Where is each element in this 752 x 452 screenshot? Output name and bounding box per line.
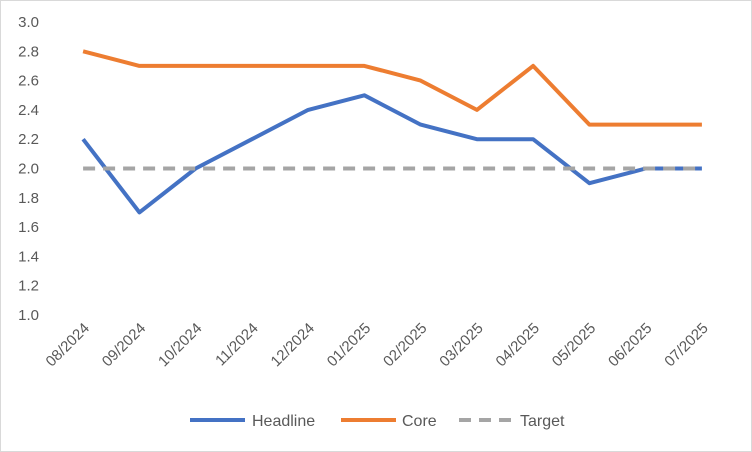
series-line-headline — [81, 93, 702, 215]
x-tick-label: 10/2024 — [155, 320, 205, 370]
y-tick-label: 2.6 — [18, 73, 39, 90]
y-tick-label: 3.0 — [18, 14, 39, 31]
x-tick-label: 05/2025 — [549, 320, 599, 370]
x-tick-label: 07/2025 — [661, 320, 711, 370]
x-tick-label: 09/2024 — [99, 320, 149, 370]
y-tick-label: 2.0 — [18, 161, 39, 178]
y-tick-label: 2.4 — [18, 102, 39, 119]
x-tick-label: 11/2024 — [212, 320, 262, 370]
legend-label-core: Core — [402, 413, 437, 430]
y-tick-label: 2.2 — [18, 131, 39, 148]
x-tick-label: 01/2025 — [324, 320, 374, 370]
y-axis: 1.0 1.2 1.4 1.6 1.8 2.0 2.2 2.4 2.6 2.8 3.0 — [18, 14, 39, 324]
legend-label-headline: Headline — [252, 413, 315, 430]
x-axis: 08/2024 09/2024 10/2024 11/2024 12/2024 01/20… — [43, 320, 712, 370]
y-tick-label: 1.8 — [18, 190, 39, 207]
legend-label-target: Target — [520, 413, 565, 430]
y-tick-label: 1.6 — [18, 219, 39, 236]
y-tick-label: 2.8 — [18, 43, 39, 60]
x-tick-label: 03/2025 — [436, 320, 486, 370]
y-tick-label: 1.0 — [18, 307, 39, 324]
x-tick-label: 02/2025 — [380, 320, 430, 370]
x-tick-label: 08/2024 — [43, 320, 93, 370]
x-tick-label: 04/2025 — [493, 320, 543, 370]
legend-item-headline: Headline — [190, 413, 315, 430]
legend: Headline Core Target — [190, 413, 565, 430]
series-layer — [81, 49, 703, 215]
series-line-core — [82, 49, 702, 127]
legend-item-target: Target — [459, 413, 565, 430]
x-tick-label: 06/2025 — [605, 320, 655, 370]
y-tick-label: 1.4 — [18, 248, 39, 265]
legend-item-core: Core — [341, 413, 437, 430]
y-tick-label: 1.2 — [18, 278, 39, 295]
x-tick-label: 12/2024 — [268, 320, 318, 370]
